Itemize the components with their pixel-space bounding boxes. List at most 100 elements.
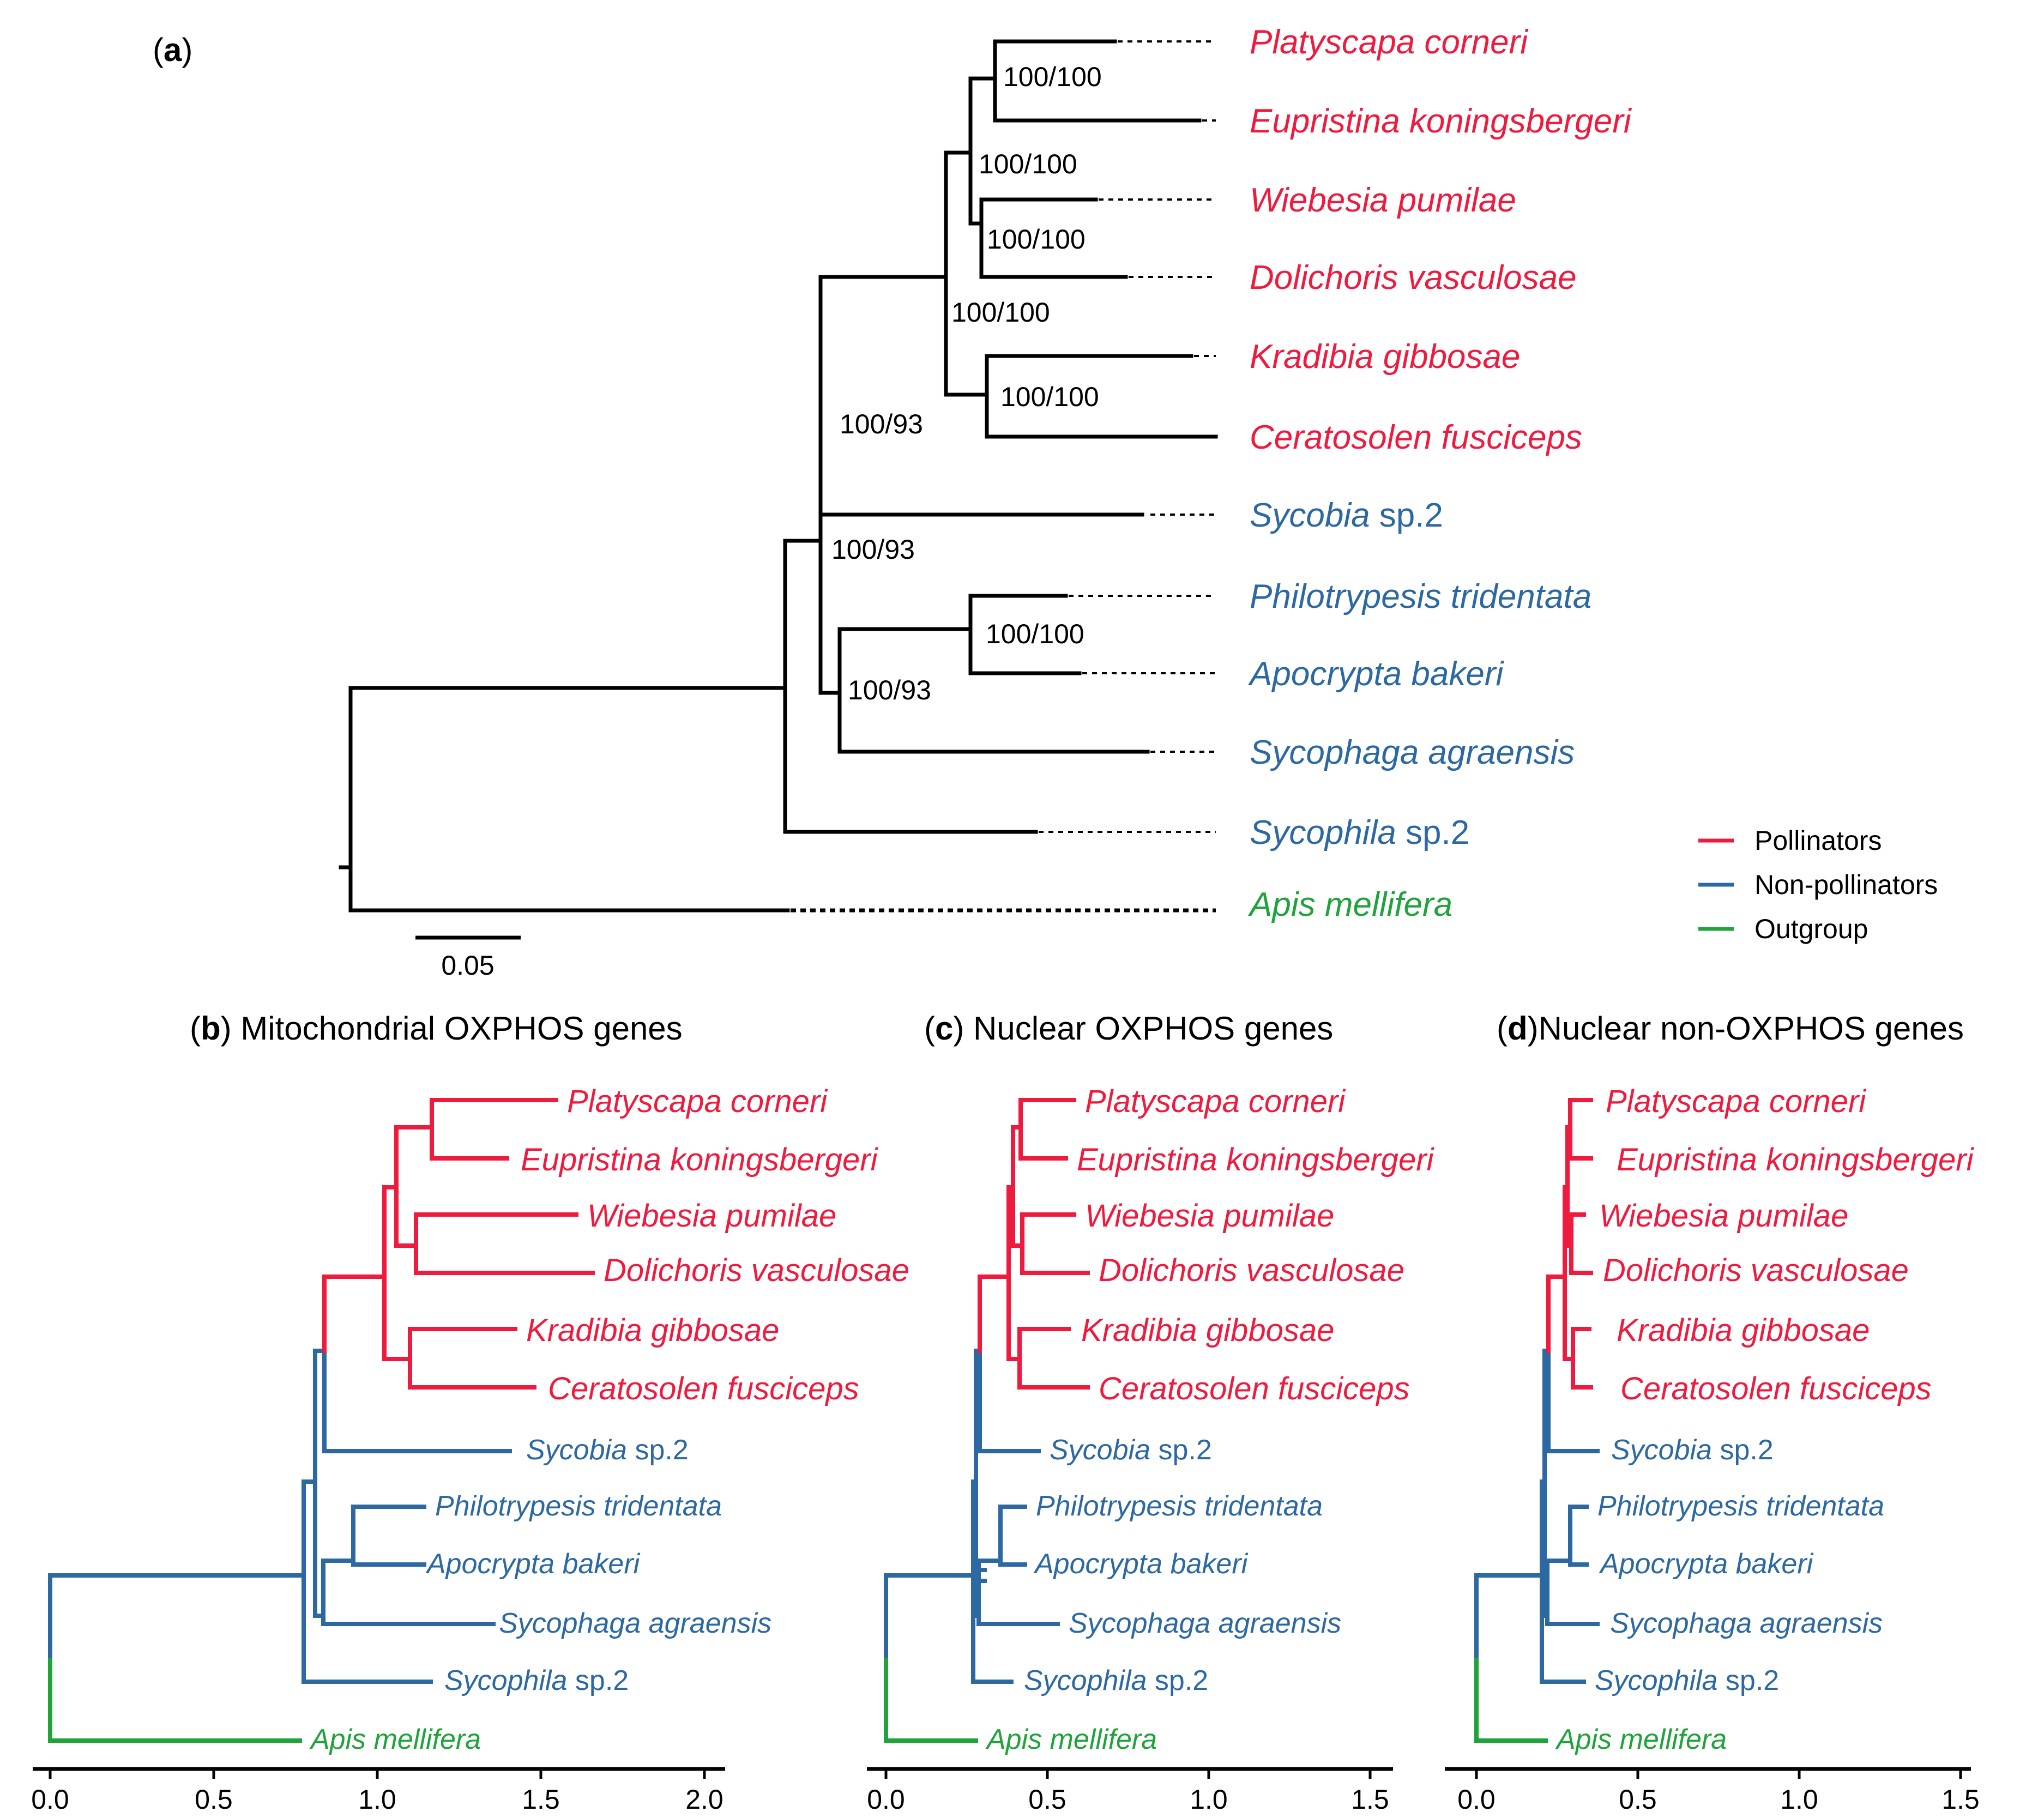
- tip-label: Apis mellifera: [309, 1724, 481, 1755]
- panel-b-nonpollinator-branches: [48, 1349, 512, 1684]
- tip-label: Wiebesia pumilae: [1599, 1198, 1848, 1234]
- legend: Pollinators Non-pollinators Outgroup: [1698, 825, 1938, 944]
- panel-title: (b) Mitochondrial OXPHOS genes: [190, 1010, 683, 1047]
- tip-label: Philotrypesis tridentata: [1036, 1490, 1323, 1522]
- tip-label: Platyscapa corneri: [1250, 23, 1529, 61]
- panel-b-pollinator-branches: [322, 1098, 595, 1390]
- panel-d-axis: 0.0 0.5 1.0 1.5: [1445, 1767, 1980, 1815]
- tip-label: Platyscapa corneri: [567, 1084, 828, 1119]
- branch-nonpollinator-clade: [818, 594, 1150, 754]
- panel-c: (c) Nuclear OXPHOS genes Platyscapa corn…: [867, 1010, 1435, 1815]
- tip-label: Kradibia gibbosae: [1081, 1313, 1334, 1348]
- axis-tick-label: 1.5: [1942, 1784, 1980, 1815]
- panel-a-tree: [339, 39, 1218, 913]
- tip-label: Philotrypesis tridentata: [435, 1490, 722, 1522]
- tip-label: Kradibia gibbosae: [1617, 1313, 1870, 1348]
- tip-label: Sycophila sp.2: [1595, 1665, 1779, 1696]
- branch-pollinator-sycobia: [818, 150, 1144, 517]
- tip-label: Sycobia sp.2: [1050, 1434, 1212, 1466]
- tip-label: Platyscapa corneri: [1085, 1084, 1346, 1119]
- scale-bar: 0.05: [415, 935, 521, 981]
- tip-label: Eupristina koningsbergeri: [1250, 102, 1632, 140]
- legend-label: Pollinators: [1754, 825, 1882, 856]
- panel-b-outgroup-branch: [48, 1658, 302, 1743]
- tip-label: Kradibia gibbosae: [1250, 338, 1520, 376]
- support-value: 100/100: [986, 619, 1084, 649]
- branch-wiebesia-dolichoris: [968, 197, 1128, 279]
- panel-title: (c) Nuclear OXPHOS genes: [924, 1010, 1333, 1047]
- legend-label: Outgroup: [1754, 914, 1868, 944]
- tip-label: Philotrypesis tridentata: [1250, 578, 1591, 615]
- tip-label: Eupristina koningsbergeri: [1617, 1142, 1975, 1177]
- tip-label: Wiebesia pumilae: [1085, 1198, 1334, 1234]
- tip-label: Sycophaga agraensis: [1250, 734, 1575, 771]
- tip-label: Ceratosolen fusciceps: [1099, 1371, 1410, 1406]
- tip-label: Kradibia gibbosae: [526, 1313, 779, 1348]
- panel-c-nonpollinator-branches: [884, 1349, 1060, 1684]
- tip-label: Eupristina koningsbergeri: [1077, 1142, 1435, 1177]
- panel-d: (d)Nuclear non-OXPHOS genes Platyscapa c…: [1445, 1010, 1980, 1815]
- panel-a: (a) 100/100 100/100 100/100: [153, 23, 1938, 981]
- branch-kradibia-ceratosolen: [944, 354, 1218, 439]
- tip-label: Sycophila sp.2: [1024, 1665, 1208, 1696]
- tip-label: Ceratosolen fusciceps: [548, 1371, 859, 1406]
- tip-label: Sycophila sp.2: [444, 1665, 629, 1696]
- support-value: 100/100: [987, 224, 1086, 255]
- axis-tick-label: 0.5: [1619, 1784, 1657, 1815]
- axis-tick-label: 0.0: [31, 1784, 69, 1815]
- branch-root: [339, 686, 790, 913]
- panel-b: (b) Mitochondrial OXPHOS genes Platyscap…: [31, 1010, 909, 1815]
- axis-tick-label: 1.5: [1351, 1784, 1389, 1815]
- support-value: 100/93: [848, 675, 931, 705]
- support-value: 100/93: [831, 534, 915, 565]
- support-value: 100/93: [840, 409, 923, 439]
- panel-title: (d)Nuclear non-OXPHOS genes: [1497, 1010, 1964, 1047]
- tip-label: Apocrypta bakeri: [1599, 1548, 1814, 1580]
- axis-tick-label: 1.0: [1780, 1784, 1818, 1815]
- tip-label: Wiebesia pumilae: [1250, 182, 1516, 219]
- axis-tick-label: 0.5: [195, 1784, 233, 1815]
- axis-tick-label: 0.5: [1028, 1784, 1066, 1815]
- panel-d-outgroup-branch: [1474, 1658, 1548, 1743]
- panel-b-axis: 0.0 0.5 1.0 1.5 2.0: [31, 1767, 725, 1815]
- tip-label: Sycobia sp.2: [526, 1434, 689, 1466]
- panel-d-pollinator-branches: [1546, 1098, 1593, 1390]
- panel-a-label: (a): [153, 32, 192, 68]
- panel-b-tip-labels: Platyscapa corneri Eupristina koningsber…: [309, 1084, 909, 1755]
- tip-label: Apis mellifera: [1247, 886, 1452, 923]
- axis-tick-label: 2.0: [685, 1784, 723, 1815]
- panel-c-tip-labels: Platyscapa corneri Eupristina koningsber…: [985, 1084, 1435, 1755]
- tip-label: Wiebesia pumilae: [587, 1198, 836, 1234]
- support-value: 100/100: [1003, 62, 1102, 92]
- tip-leader-lines: [791, 40, 1216, 913]
- tip-label: Sycophaga agraensis: [1069, 1608, 1341, 1639]
- tip-label: Dolichoris vasculosae: [604, 1253, 909, 1288]
- panel-a-tip-labels: Platyscapa corneri Eupristina koningsber…: [1247, 23, 1632, 923]
- panel-d-tip-labels: Platyscapa corneri Eupristina koningsber…: [1555, 1084, 1975, 1755]
- tip-label: Ceratosolen fusciceps: [1620, 1371, 1932, 1406]
- tip-label: Apis mellifera: [985, 1724, 1157, 1755]
- tip-label: Platyscapa corneri: [1606, 1084, 1867, 1119]
- support-value: 100/100: [951, 297, 1050, 328]
- support-value: 100/100: [979, 149, 1077, 179]
- tip-label: Eupristina koningsbergeri: [521, 1142, 879, 1177]
- tip-label: Sycophaga agraensis: [1610, 1608, 1883, 1639]
- tip-label: Apocrypta bakeri: [425, 1548, 641, 1580]
- axis-tick-label: 0.0: [867, 1784, 905, 1815]
- panel-c-axis: 0.0 0.5 1.0 1.5: [867, 1767, 1393, 1815]
- tip-label: Sycobia sp.2: [1250, 497, 1443, 534]
- branch-pollinator-crown: [944, 39, 1202, 226]
- tip-label: Apocrypta bakeri: [1033, 1548, 1249, 1580]
- tip-label: Philotrypesis tridentata: [1597, 1490, 1884, 1522]
- tip-label: Dolichoris vasculosae: [1603, 1253, 1909, 1288]
- axis-tick-label: 0.0: [1457, 1784, 1496, 1815]
- tip-label: Sycophaga agraensis: [499, 1608, 771, 1639]
- tip-label: Dolichoris vasculosae: [1099, 1253, 1404, 1288]
- tip-label: Ceratosolen fusciceps: [1250, 419, 1582, 456]
- axis-tick-label: 1.0: [358, 1784, 396, 1815]
- support-value: 100/100: [1000, 382, 1099, 412]
- tip-label: Apocrypta bakeri: [1247, 655, 1504, 693]
- tip-label: Dolichoris vasculosae: [1250, 259, 1577, 297]
- tip-label: Sycobia sp.2: [1611, 1434, 1774, 1466]
